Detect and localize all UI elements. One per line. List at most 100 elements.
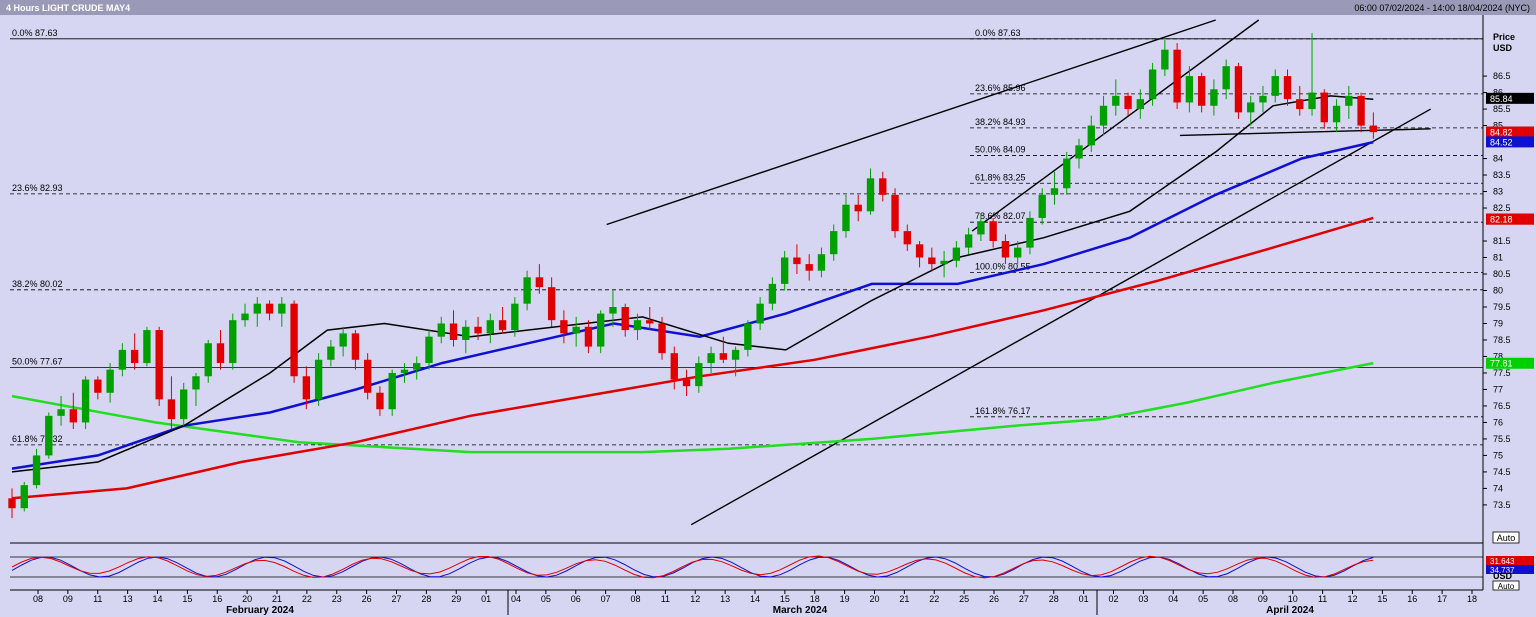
candle-body xyxy=(940,260,948,265)
candle-body xyxy=(1173,49,1181,103)
candle-body xyxy=(842,204,850,232)
date-tick-label: 11 xyxy=(661,594,670,604)
candle-body xyxy=(94,379,102,393)
candle-body xyxy=(523,277,531,304)
sma-black-line xyxy=(11,95,1374,473)
price-tick-label: 86 xyxy=(1493,88,1503,98)
price-badge xyxy=(1486,213,1534,225)
osc-badge-label: 31.643 xyxy=(1490,557,1515,566)
date-tick-label: 16 xyxy=(212,594,222,604)
candle-body xyxy=(879,178,887,195)
date-tick-label: 18 xyxy=(810,594,820,604)
trendline xyxy=(1179,128,1431,137)
price-badge-label: 84.82 xyxy=(1490,127,1513,137)
date-tick-label: 05 xyxy=(1198,594,1208,604)
candle-body xyxy=(572,326,580,334)
candle-body xyxy=(339,333,347,347)
date-tick-label: 27 xyxy=(391,594,401,604)
date-tick-label: 12 xyxy=(690,594,700,604)
candle-body xyxy=(707,353,715,364)
date-tick-label: 15 xyxy=(780,594,790,604)
candle-body xyxy=(682,379,691,387)
price-tick-label: 81 xyxy=(1493,253,1503,263)
candle-body xyxy=(584,326,593,347)
auto-scale-label: Auto xyxy=(1497,533,1516,543)
candle-body xyxy=(1185,76,1194,103)
price-tick-label: 83.5 xyxy=(1493,170,1511,180)
month-label: February 2024 xyxy=(226,605,294,616)
candle-body xyxy=(462,326,470,340)
candle-body xyxy=(1099,105,1108,126)
date-tick-label: 01 xyxy=(481,594,491,604)
candle-body xyxy=(486,320,494,334)
price-badge xyxy=(1486,126,1534,138)
candle-body xyxy=(167,399,176,420)
price-tick-label: 79.5 xyxy=(1493,302,1511,312)
date-tick-label: 22 xyxy=(929,594,939,604)
candle-body xyxy=(1247,102,1255,113)
candle-body xyxy=(106,369,114,393)
osc-auto-button[interactable] xyxy=(1492,580,1520,591)
candle-body xyxy=(805,264,813,271)
date-tick-label: 08 xyxy=(1228,594,1238,604)
candle-body xyxy=(216,343,225,364)
price-badge-label: 85.84 xyxy=(1490,94,1513,104)
candle-body xyxy=(20,485,28,509)
title-bar xyxy=(0,0,1536,15)
candle-body xyxy=(780,257,789,284)
candle-body xyxy=(1296,99,1304,110)
candle-body xyxy=(1234,66,1243,113)
date-range: 06:00 07/02/2024 - 14:00 18/04/2024 (NYC… xyxy=(1354,3,1530,13)
date-tick-label: 09 xyxy=(63,594,73,604)
candle-body xyxy=(400,369,409,373)
candle-body xyxy=(180,389,188,420)
price-tick-label: 78.5 xyxy=(1493,335,1511,345)
date-tick-label: 28 xyxy=(421,594,431,604)
candle-body xyxy=(192,376,200,390)
date-tick-label: 12 xyxy=(1347,594,1357,604)
candle-body xyxy=(928,257,936,265)
candle-body xyxy=(719,353,728,360)
date-tick-label: 17 xyxy=(1437,594,1447,604)
fib-right-label: 0.0% 87.63 xyxy=(975,28,1021,38)
candle-body xyxy=(327,346,335,360)
candle-body xyxy=(363,359,372,393)
candle-body xyxy=(547,287,556,321)
candle-body xyxy=(1161,49,1169,70)
price-tick-label: 84 xyxy=(1493,154,1503,164)
candle-body xyxy=(45,415,53,456)
fib-right-label: 50.0% 84.09 xyxy=(975,145,1026,155)
candle-body xyxy=(474,326,482,334)
osc-badge-label: 34.737 xyxy=(1490,566,1515,575)
candle-body xyxy=(658,323,666,354)
sma-green-line xyxy=(11,361,1374,454)
trendline xyxy=(606,19,1216,226)
fib-right-label: 161.8% 76.17 xyxy=(975,406,1031,416)
fib-right-label: 100.0% 80.55 xyxy=(975,261,1031,271)
auto-scale-button[interactable] xyxy=(1492,531,1520,544)
candle-body xyxy=(1075,145,1083,159)
price-tick-label: 85.5 xyxy=(1493,104,1511,114)
candle-body xyxy=(1026,217,1034,248)
candle-body xyxy=(768,283,777,304)
candle-body xyxy=(498,320,507,331)
candle-body xyxy=(1087,125,1095,146)
candle-body xyxy=(695,363,703,387)
date-tick-label: 01 xyxy=(1079,594,1089,604)
candle-body xyxy=(1148,69,1157,100)
candle-body xyxy=(1222,66,1230,90)
price-badge-label: 84.52 xyxy=(1490,137,1513,147)
candle-body xyxy=(621,306,629,331)
candle-body xyxy=(1038,194,1046,218)
candle-body xyxy=(413,363,421,370)
price-tick-label: 74 xyxy=(1493,483,1503,493)
fib-right-label: 61.8% 83.25 xyxy=(975,172,1026,182)
candle-body xyxy=(1050,188,1059,195)
candle-body xyxy=(793,257,801,265)
candle-body xyxy=(1259,95,1267,103)
price-badge xyxy=(1486,136,1534,148)
date-tick-label: 07 xyxy=(601,594,611,604)
candle-body xyxy=(977,221,985,235)
